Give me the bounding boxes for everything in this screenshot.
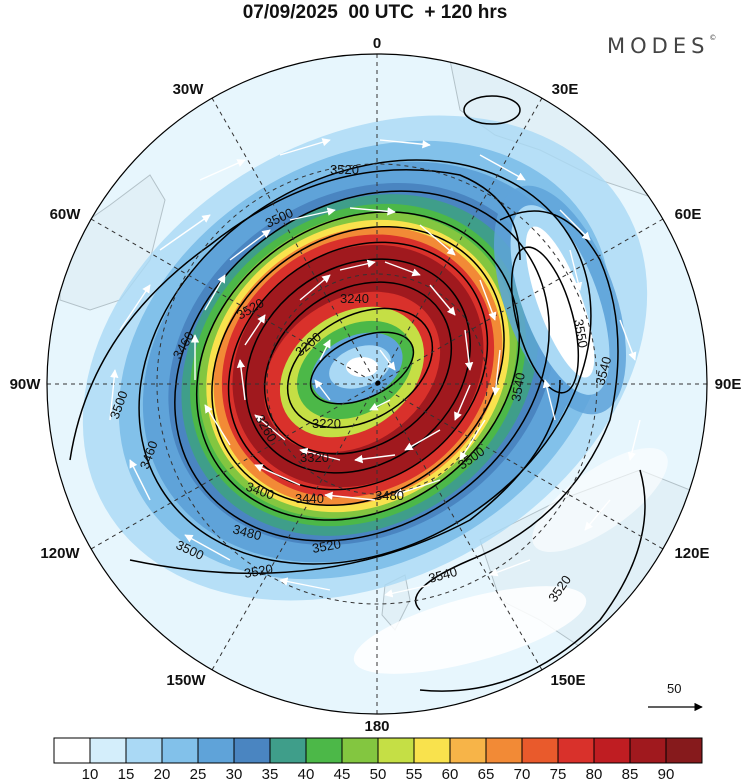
colorbar-swatch (125, 737, 163, 764)
colorbar-tick-label: 35 (262, 766, 279, 782)
lon-label-90w: 90W (10, 376, 42, 393)
colorbar-tick-label: 55 (406, 766, 423, 782)
colorbar-tick-label: 20 (154, 766, 171, 782)
colorbar-swatch (593, 737, 631, 764)
lon-label-150e: 150E (550, 672, 585, 689)
reference-vector: 50 (648, 681, 703, 712)
colorbar-tick-label: 80 (586, 766, 603, 782)
colorbar-swatch (629, 737, 667, 764)
brand-logo: MODES© (607, 34, 716, 58)
lon-label-30w: 30W (173, 81, 205, 98)
contour-label: 3480 (375, 488, 404, 503)
map-disk (47, 54, 707, 714)
colorbar-tick-label: 30 (226, 766, 243, 782)
contour-label: 3220 (312, 416, 341, 431)
copyright-mark: © (709, 34, 717, 42)
contour-label: 3540 (592, 355, 614, 387)
longitude-labels: 0 30E 60E 90E 120E 150E 180 150W 120W 90… (10, 35, 742, 735)
lon-label-150w: 150W (166, 672, 206, 689)
colorbar-swatch (197, 737, 235, 764)
contour-label: 3540 (508, 371, 528, 402)
map-title: 07/09/2025 00 UTC + 120 hrs (242, 2, 508, 23)
contour-label: 3320 (300, 450, 329, 465)
colorbar-swatch (341, 737, 379, 764)
pole-marker (375, 380, 381, 386)
contour-label: 3540 (427, 564, 459, 586)
colorbar-tick-label: 40 (298, 766, 315, 782)
wind-vectors (109, 138, 641, 598)
lon-label-120e: 120E (674, 545, 709, 562)
colorbar-tick-label: 50 (370, 766, 387, 782)
lon-label-180: 180 (364, 718, 389, 735)
lon-label-30e: 30E (552, 81, 579, 98)
colorbar-swatch (269, 737, 307, 764)
brand-text: MODES (607, 34, 710, 58)
colorbar-swatch (449, 737, 487, 764)
colorbar-tick-label: 10 (82, 766, 99, 782)
map-boundary (46, 53, 708, 715)
colorbar-tick-label: 15 (118, 766, 135, 782)
contour-label: 3480 (231, 521, 263, 543)
colorbar: 10 15 20 25 30 35 40 45 50 55 60 65 70 75 80 85 90 (53, 737, 703, 782)
contour-label: 3550 (571, 318, 591, 349)
contour-label: 3520 (330, 162, 359, 177)
colorbar-swatch (557, 737, 595, 764)
lon-label-60w: 60W (50, 206, 82, 223)
colorbar-swatch (89, 737, 127, 764)
colorbar-swatch (665, 737, 703, 764)
contour-label: 3520 (311, 536, 342, 556)
lon-label-0: 0 (373, 35, 381, 52)
colorbar-tick-label: 45 (334, 766, 351, 782)
colorbar-tick-label: 60 (442, 766, 459, 782)
colorbar-swatch (161, 737, 199, 764)
colorbar-tick-label: 65 (478, 766, 495, 782)
colorbar-swatch (521, 737, 559, 764)
reference-vector-label: 50 (667, 681, 681, 696)
wind-speed-shading (47, 54, 707, 714)
colorbar-tick-label: 25 (190, 766, 207, 782)
lon-label-60e: 60E (675, 206, 702, 223)
lon-label-120w: 120W (40, 545, 80, 562)
colorbar-swatch (485, 737, 523, 764)
colorbar-swatch (377, 737, 415, 764)
contour-label: 3240 (340, 291, 369, 306)
colorbar-tick-label: 75 (550, 766, 567, 782)
colorbar-swatch (233, 737, 271, 764)
colorbar-tick-label: 85 (622, 766, 639, 782)
colorbar-swatch (413, 737, 451, 764)
contour-label: 3520 (243, 561, 274, 581)
lon-label-90e: 90E (715, 376, 742, 393)
contour-label: 3440 (295, 491, 324, 506)
colorbar-tick-label: 70 (514, 766, 531, 782)
colorbar-tick-label: 90 (658, 766, 675, 782)
colorbar-swatch (305, 737, 343, 764)
colorbar-swatch (53, 737, 91, 764)
